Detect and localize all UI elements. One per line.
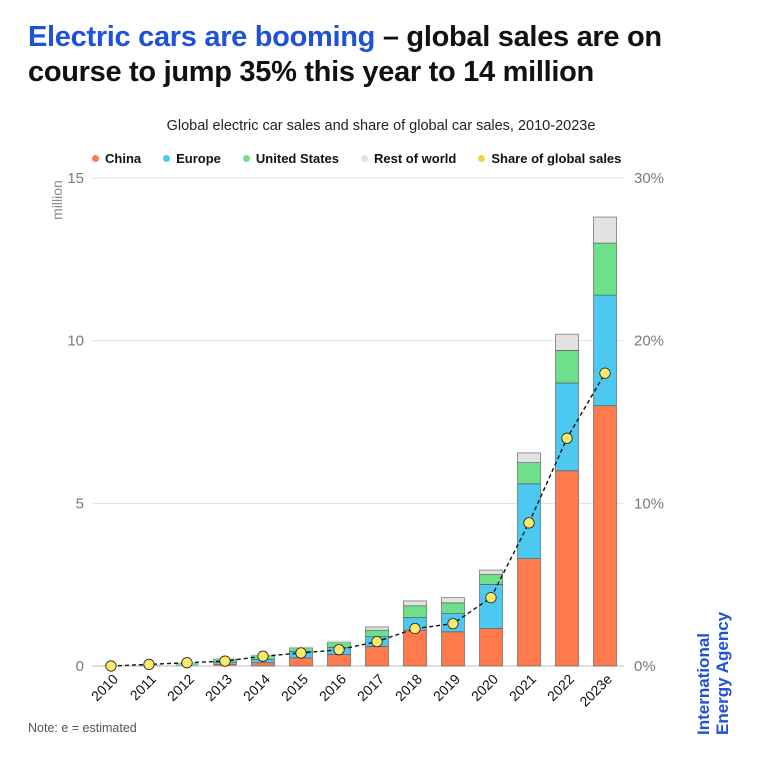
bar-segment: [517, 452, 541, 463]
bar-segment: [289, 657, 313, 667]
brand-line-2: Energy Agency: [713, 611, 732, 735]
bar-segment: [479, 584, 503, 629]
bar-segment: [517, 462, 541, 485]
legend-swatch: [242, 155, 250, 162]
bar-segment: [289, 646, 313, 648]
share-point: [599, 367, 611, 379]
share-point: [561, 432, 573, 444]
bar-segment: [365, 646, 389, 667]
y-axis-label: million: [49, 180, 65, 220]
bar-segment: [593, 216, 617, 244]
share-point: [485, 592, 497, 604]
share-point: [371, 635, 383, 648]
bar-segment: [555, 333, 579, 351]
bar-segment: [403, 600, 427, 607]
headline: Electric cars are booming – global sales…: [28, 20, 748, 90]
legend-item: China: [92, 151, 141, 166]
share-point: [333, 644, 345, 656]
x-tick-label: 2017: [354, 671, 387, 704]
share-point: [295, 647, 307, 659]
x-tick-label: 2014: [240, 671, 273, 704]
footnote: Note: e = estimated: [28, 721, 137, 735]
bar-segment: [479, 569, 503, 575]
y2-tick-label: 0%: [634, 658, 656, 675]
bar-segment: [365, 629, 389, 638]
y-tick-label: 5: [76, 495, 84, 512]
x-tick-label: 2015: [278, 671, 311, 704]
legend-swatch: [92, 155, 99, 162]
y2-tick-label: 30%: [634, 170, 664, 187]
y-tick-label: 0: [76, 658, 84, 675]
share-point: [219, 655, 231, 667]
x-tick-label: 2013: [202, 671, 235, 704]
legend-label: Share of global sales: [491, 151, 622, 166]
legend-item: Share of global sales: [478, 151, 621, 166]
x-tick-label: 2018: [392, 671, 425, 704]
legend-swatch: [478, 155, 486, 162]
bar-segment: [327, 640, 351, 643]
legend-swatch: [163, 155, 171, 162]
share-point: [181, 657, 193, 669]
share-line: [110, 372, 606, 667]
legend-label: United States: [255, 151, 339, 166]
share-point: [105, 660, 117, 672]
share-point: [143, 658, 155, 670]
x-tick-label: 2016: [316, 671, 349, 704]
y-tick-label: 10: [67, 333, 84, 350]
bar-segment: [555, 470, 579, 667]
legend-swatch: [361, 155, 368, 162]
x-tick-label: 2021: [506, 671, 539, 704]
x-tick-label: 2022: [544, 671, 577, 704]
share-point: [257, 650, 269, 662]
bar-segment: [593, 242, 617, 296]
bar-segment: [441, 602, 465, 614]
bar-segment: [517, 558, 541, 667]
x-tick-label: 2012: [164, 671, 197, 704]
x-tick-label: 2019: [430, 671, 463, 704]
legend-item: United States: [242, 151, 339, 166]
y-tick-label: 15: [67, 170, 84, 187]
brand-line-1: International: [694, 632, 713, 735]
x-tick-label: 2023e: [576, 671, 615, 710]
legend-label: Rest of world: [374, 151, 457, 166]
headline-accent: Electric cars are booming: [28, 21, 376, 53]
legend-label: China: [105, 151, 142, 166]
stacked-bar-chart: 0 5 10 15 0% 10% 20% 30% million 2010 2011 2012 2013…: [49, 170, 664, 710]
bar-segment: [327, 654, 351, 667]
legend-item: Rest of world: [361, 151, 456, 166]
bar-segment: [441, 631, 465, 667]
bar-segment: [365, 626, 389, 631]
x-tick-label: 2020: [468, 671, 501, 704]
share-point: [523, 517, 535, 529]
bar-segment: [441, 597, 465, 604]
y2-tick-label: 10%: [634, 495, 664, 512]
y2-tick-label: 20%: [634, 333, 664, 350]
bar-segment: [403, 629, 427, 667]
bar-segment: [555, 350, 579, 384]
x-tick-label: 2010: [88, 671, 121, 704]
chart-legend: China Europe United States Rest of world Sha…: [92, 151, 621, 166]
bar-segment: [251, 662, 275, 667]
share-point: [409, 622, 421, 635]
x-tick-label: 2011: [127, 671, 160, 704]
bar-segment: [403, 605, 427, 618]
bar-segment: [593, 294, 617, 407]
brand-logo: International Energy Agency: [694, 575, 732, 735]
chart-title: Global electric car sales and share of g…: [166, 118, 596, 134]
legend-item: Europe: [163, 151, 221, 166]
legend-label: Europe: [176, 151, 221, 166]
headline-rest: – global sales are on course to jump 35%…: [28, 21, 662, 88]
bar-segment: [593, 405, 617, 667]
bar-segment: [479, 628, 503, 667]
share-point: [447, 618, 459, 630]
